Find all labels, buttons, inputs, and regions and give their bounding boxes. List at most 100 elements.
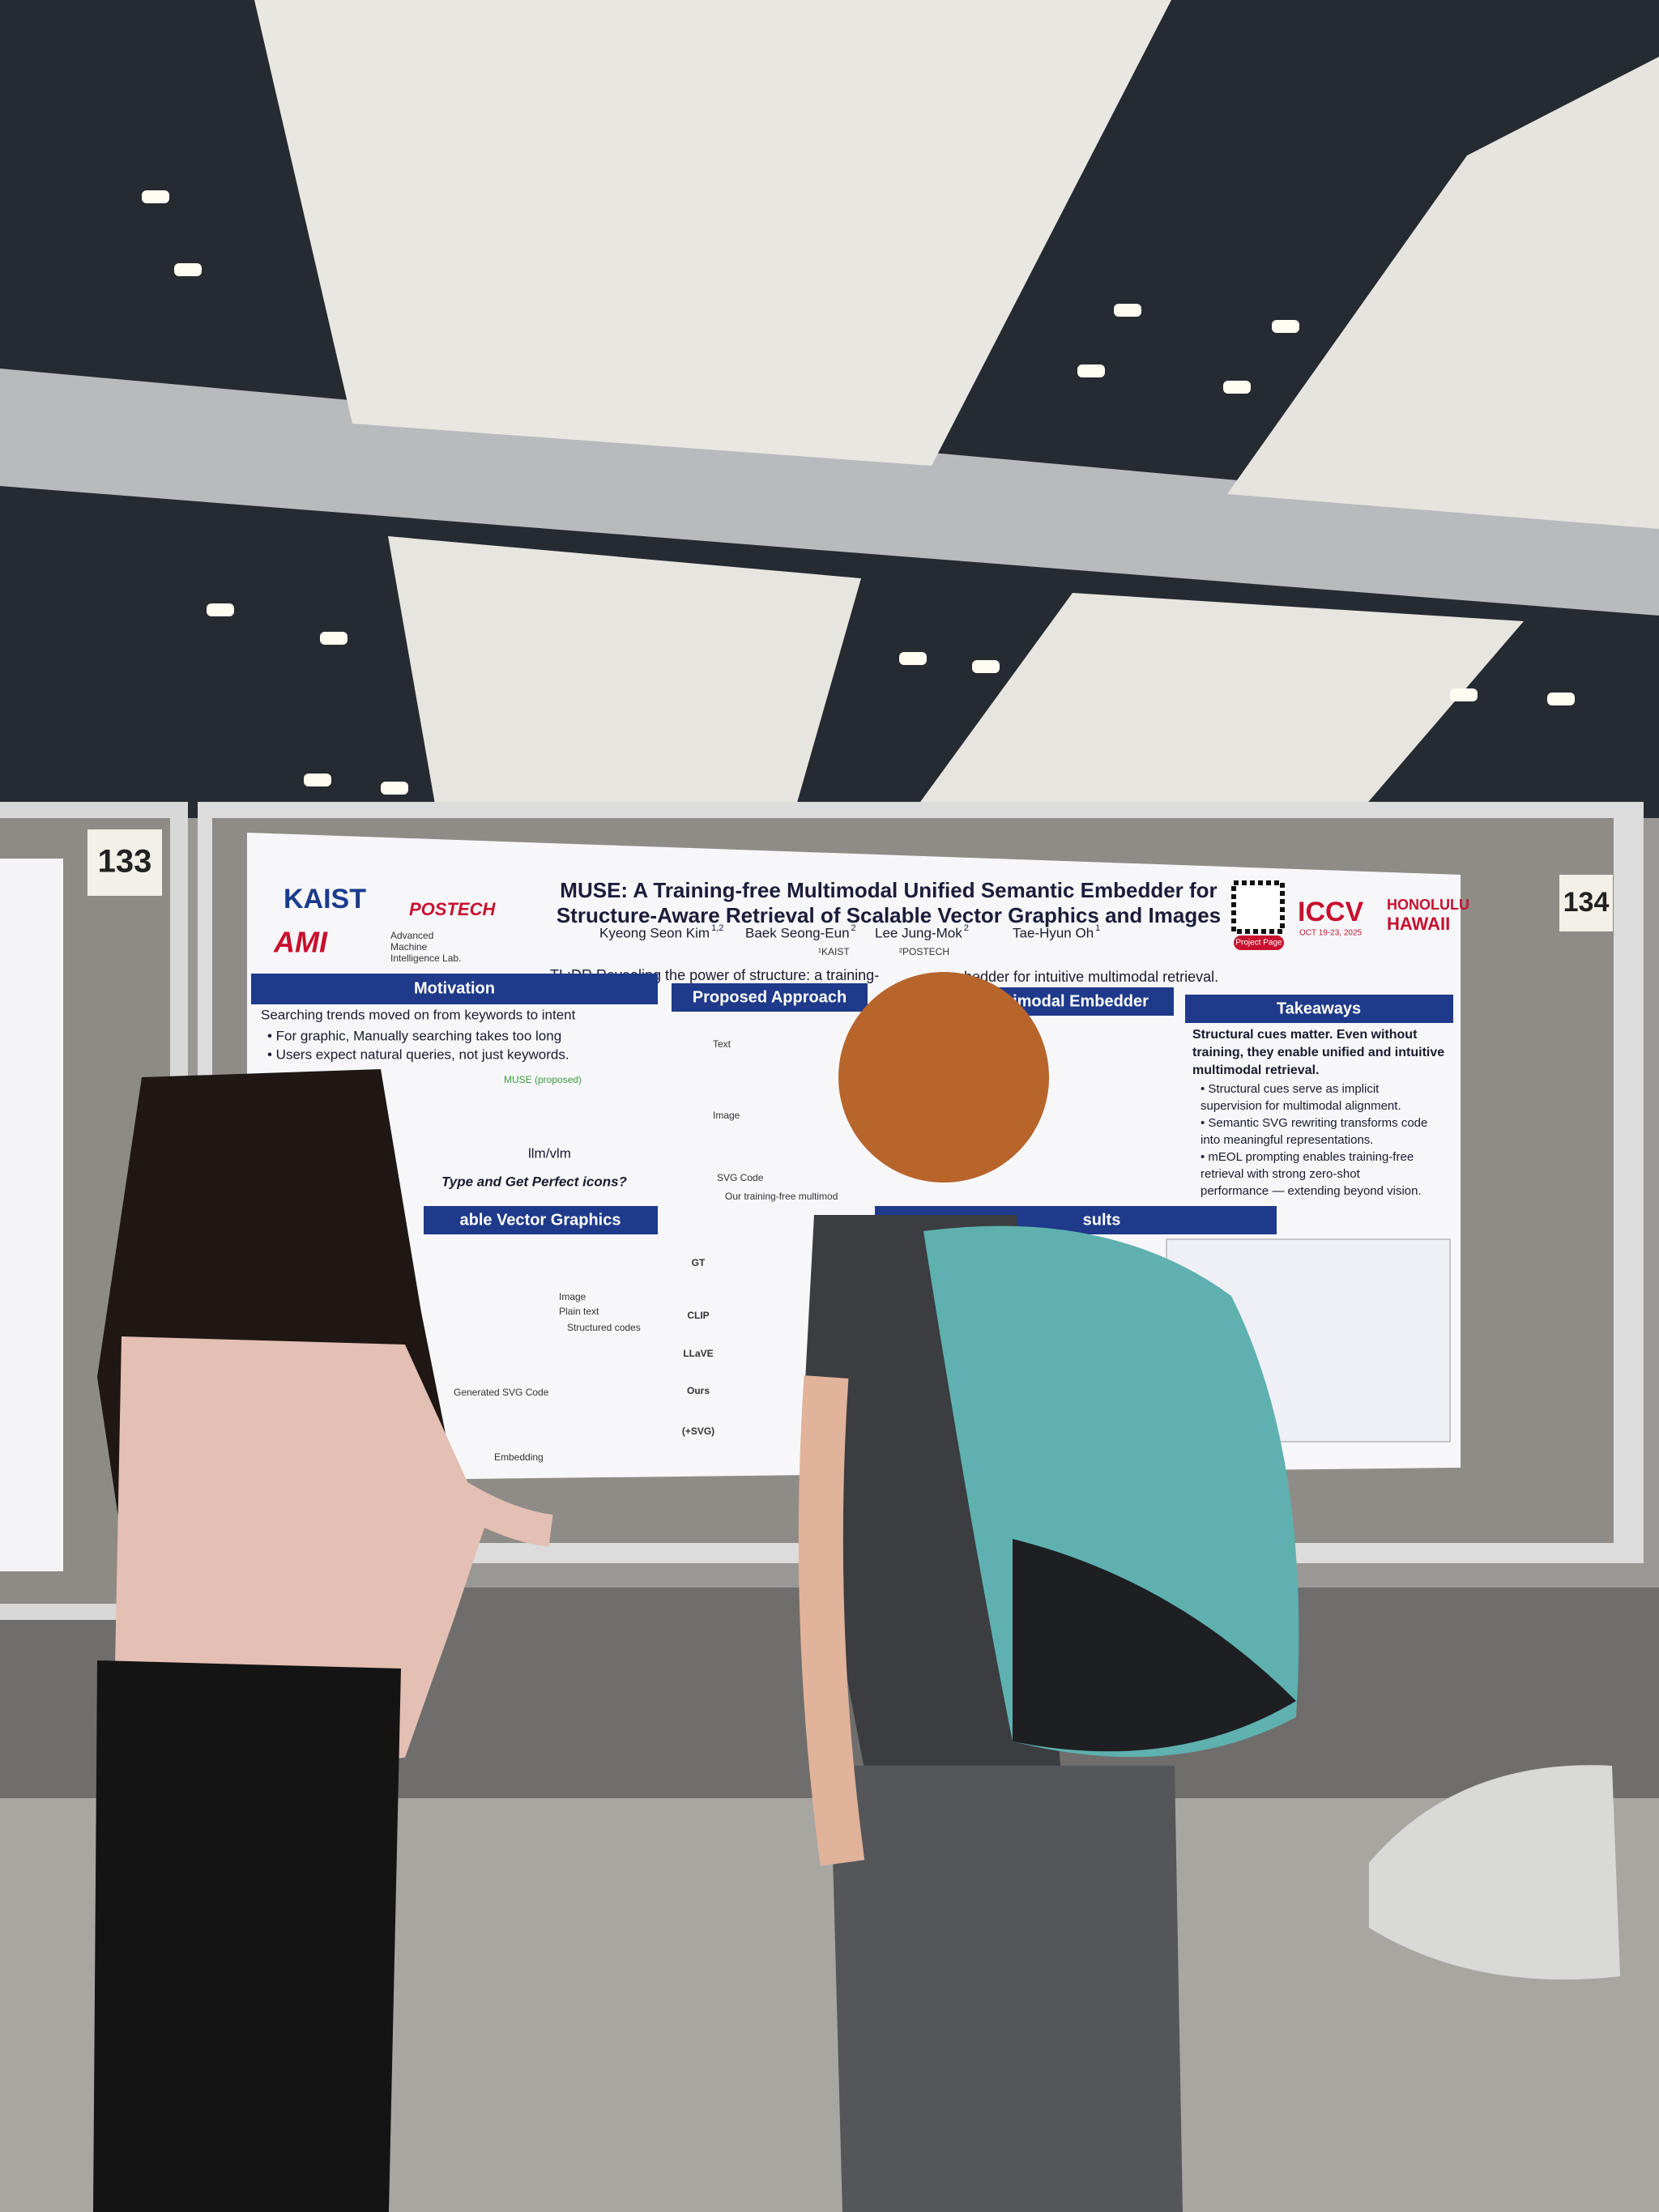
booth-number-box bbox=[1559, 875, 1613, 931]
svg-label: Image bbox=[559, 1291, 586, 1302]
person-arm bbox=[394, 1445, 553, 1547]
results-rows: GT CLIP LLaVE Ours (+SVG) bbox=[682, 1257, 714, 1437]
ceiling-light bbox=[1077, 364, 1105, 377]
ceiling-light bbox=[899, 652, 927, 665]
ceiling-light bbox=[304, 774, 331, 786]
ceiling-light bbox=[972, 660, 1000, 673]
takeaway-bullet: into meaningful representations. bbox=[1201, 1133, 1373, 1147]
model-label: llm/vlm bbox=[528, 1145, 571, 1161]
section-title: Takeaways bbox=[1277, 999, 1361, 1017]
author-affiliation: 2 bbox=[964, 923, 969, 933]
ceiling-light bbox=[1450, 688, 1478, 701]
result-row-label: CLIP bbox=[687, 1310, 709, 1321]
author-affiliation: 1,2 bbox=[711, 923, 723, 933]
author-name: Lee Jung-Mok bbox=[875, 925, 962, 940]
section-title: able Vector Graphics bbox=[460, 1211, 621, 1229]
motivation-bullet: • Users expect natural queries, not just… bbox=[267, 1046, 569, 1062]
result-row-label: (+SVG) bbox=[682, 1426, 714, 1437]
affiliation: ¹KAIST bbox=[818, 946, 850, 957]
logo-postech: POSTECH bbox=[409, 899, 496, 919]
author-affiliation: 2 bbox=[851, 923, 856, 933]
person-pants bbox=[93, 1660, 401, 2212]
svg-labels: Image Plain text Structured codes Generated… bbox=[454, 1291, 641, 1463]
conference-location: HONOLULU bbox=[1387, 897, 1469, 913]
lab-name: Intelligence Lab. bbox=[390, 953, 461, 964]
affiliation: ²POSTECH bbox=[899, 946, 949, 957]
approach-label: Text bbox=[713, 1038, 731, 1050]
ceiling-beam bbox=[0, 369, 1659, 616]
bag bbox=[1369, 1765, 1620, 1980]
section-header bbox=[424, 1206, 658, 1234]
conference: ICCV bbox=[1298, 897, 1364, 927]
author-affiliation: 1 bbox=[1095, 923, 1100, 933]
backpack-bottom bbox=[1013, 1539, 1296, 1752]
section-title: imodal Embedder bbox=[1013, 992, 1149, 1010]
ceiling-light bbox=[1547, 693, 1575, 705]
person-arm bbox=[798, 1375, 865, 1866]
section-header bbox=[251, 974, 658, 1004]
takeaway-bullet: supervision for multimodal alignment. bbox=[1201, 1099, 1401, 1113]
takeaways: Structural cues matter. Even without trai… bbox=[1192, 1028, 1444, 1198]
motivation-lead: Searching trends moved on from keywords … bbox=[261, 1007, 576, 1022]
result-row-label: Ours bbox=[687, 1385, 710, 1396]
takeaway-bullet: retrieval with strong zero-shot bbox=[1201, 1167, 1361, 1181]
section-header bbox=[1185, 995, 1453, 1023]
person-pants bbox=[830, 1766, 1183, 2212]
takeaway-bullet: • mEOL prompting enables training-free bbox=[1201, 1150, 1414, 1164]
booth-number-box bbox=[87, 829, 162, 896]
qr-code bbox=[1231, 880, 1285, 934]
svg-label: Embedding bbox=[494, 1451, 544, 1463]
ceiling-light bbox=[174, 263, 202, 276]
poster-title: Structure-Aware Retrieval of Scalable Ve… bbox=[557, 903, 1221, 927]
lights bbox=[142, 190, 1575, 837]
ceiling-light bbox=[1114, 304, 1141, 317]
lab-name: Advanced bbox=[390, 930, 433, 941]
section-title: Proposed Approach bbox=[693, 988, 847, 1006]
project-badge bbox=[1234, 936, 1284, 950]
ceiling-panel bbox=[254, 0, 1171, 466]
svg-label: Generated SVG Code bbox=[454, 1387, 549, 1398]
ceiling-panel bbox=[903, 593, 1524, 825]
conference-location: HAWAII bbox=[1387, 914, 1450, 934]
tldr: bedder for intuitive multimodal retrieva… bbox=[964, 969, 1218, 985]
takeaway-lead: multimodal retrieval. bbox=[1192, 1063, 1320, 1077]
motivation-bullet: • For graphic, Manually searching takes … bbox=[267, 1028, 561, 1043]
booth-number: 133 bbox=[98, 844, 152, 880]
ceiling-light bbox=[1223, 381, 1251, 394]
logo-ami: AMI bbox=[273, 926, 328, 959]
author-name: Kyeong Seon Kim bbox=[599, 925, 710, 940]
section-header bbox=[672, 983, 868, 1012]
takeaway-lead: Structural cues matter. Even without bbox=[1192, 1028, 1418, 1042]
section-title: sults bbox=[1083, 1211, 1121, 1229]
result-row-label: GT bbox=[692, 1257, 706, 1268]
takeaway-bullet: performance — extending beyond vision. bbox=[1201, 1184, 1422, 1198]
ceiling-light bbox=[142, 190, 169, 203]
ceiling-light bbox=[320, 632, 348, 645]
authors: Kyeong Seon Kim 1,2 Baek Seong-Eun 2 Lee Jun… bbox=[599, 923, 1100, 941]
svg-label: Structured codes bbox=[567, 1322, 641, 1333]
author-name: Baek Seong-Eun bbox=[745, 925, 850, 940]
svg-label: Plain text bbox=[559, 1306, 599, 1317]
motivation-question: Type and Get Perfect icons? bbox=[441, 1174, 628, 1189]
ceiling-panel bbox=[1227, 57, 1659, 529]
takeaway-bullet: • Structural cues serve as implicit bbox=[1201, 1082, 1380, 1096]
author-name: Tae-Hyun Oh bbox=[1013, 925, 1094, 940]
ceiling-light bbox=[207, 603, 234, 616]
ceiling-light bbox=[381, 782, 408, 795]
approach-label: Image bbox=[713, 1110, 740, 1121]
neighbor-poster bbox=[0, 859, 63, 1571]
takeaway-bullet: • Semantic SVG rewriting transforms code bbox=[1201, 1116, 1427, 1130]
muse-label: MUSE (proposed) bbox=[504, 1074, 582, 1085]
result-row-label: LLaVE bbox=[683, 1348, 713, 1359]
booth-number: 134 bbox=[1563, 887, 1610, 918]
poster-title: MUSE: A Training-free Multimodal Unified… bbox=[560, 878, 1217, 902]
approach-label: SVG Code bbox=[717, 1172, 764, 1183]
person-hair bbox=[838, 972, 1049, 1183]
ceiling-light bbox=[1272, 320, 1299, 333]
ceiling-panel bbox=[388, 536, 861, 825]
lab-name: Machine bbox=[390, 941, 428, 953]
project-page: Project Page bbox=[1235, 939, 1282, 948]
takeaway-lead: training, they enable unified and intuit… bbox=[1192, 1046, 1444, 1059]
approach-label: Our training-free multimod bbox=[725, 1191, 838, 1202]
